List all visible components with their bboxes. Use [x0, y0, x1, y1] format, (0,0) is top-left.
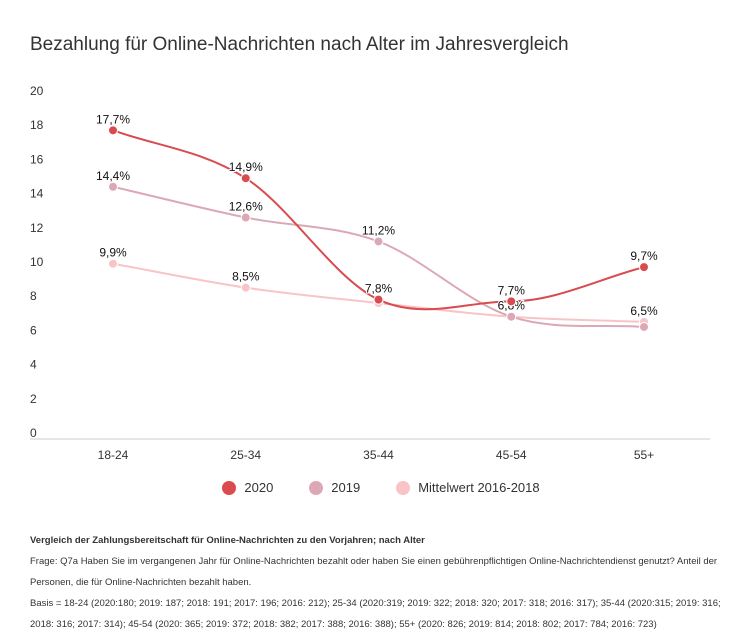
data-label: 14,4%: [96, 169, 130, 183]
data-point: [240, 212, 251, 223]
y-tick-label: 2: [30, 392, 37, 406]
notes-heading: Vergleich der Zahlungsbereitschaft für O…: [30, 535, 425, 546]
chart-notes: Vergleich der Zahlungsbereitschaft für O…: [30, 530, 730, 635]
data-label: 17,7%: [96, 112, 130, 126]
data-label: 6,5%: [630, 304, 658, 318]
legend: 2020 2019 Mittelwert 2016-2018: [0, 480, 748, 495]
data-point: [373, 294, 384, 305]
y-tick-label: 12: [30, 221, 44, 235]
data-point: [639, 262, 649, 273]
data-point: [373, 236, 384, 247]
y-tick-label: 8: [30, 289, 37, 303]
data-point: [108, 125, 118, 136]
data-label: 7,8%: [365, 282, 393, 296]
data-point: [639, 321, 649, 332]
legend-item[interactable]: 2019: [309, 480, 360, 495]
data-label: 11,2%: [362, 223, 395, 237]
legend-dot-icon: [396, 480, 411, 495]
legend-dot-icon: [222, 480, 237, 495]
x-tick-label: 25-34: [230, 448, 261, 462]
x-tick-label: 45-54: [496, 448, 527, 462]
x-tick-label: 18-24: [98, 448, 129, 462]
data-point: [506, 311, 517, 322]
line-chart: 0 2 4 6 8 10 12 14 16 18 20 18-24 25-34 35-44 45-54 55+…: [30, 84, 710, 462]
data-point: [108, 258, 118, 269]
legend-item[interactable]: Mittelwert 2016-2018: [396, 480, 540, 495]
data-point: [108, 181, 118, 192]
y-tick-label: 14: [30, 187, 44, 201]
data-point: [240, 282, 251, 293]
y-tick-label: 0: [30, 426, 37, 440]
notes-question: Frage: Q7a Haben Sie im vergangenen Jahr…: [30, 556, 718, 588]
data-point: [506, 296, 517, 307]
data-label: 9,9%: [99, 246, 127, 260]
data-label: 8,5%: [232, 270, 260, 284]
chart-title: Bezahlung für Online-Nachrichten nach Al…: [30, 34, 569, 55]
data-label: 12,6%: [229, 200, 263, 214]
data-label: 14,9%: [229, 160, 263, 174]
y-tick-label: 4: [30, 358, 37, 372]
x-tick-label: 35-44: [363, 448, 394, 462]
y-tick-label: 16: [30, 152, 44, 166]
legend-label: Mittelwert 2016-2018: [418, 480, 540, 495]
data-point: [240, 173, 251, 184]
y-tick-label: 10: [30, 255, 44, 269]
data-label: 7,7%: [498, 283, 526, 297]
legend-item[interactable]: 2020: [222, 480, 273, 495]
notes-basis: Basis = 18-24 (2020:180; 2019: 187; 2018…: [30, 598, 721, 630]
y-tick-label: 18: [30, 118, 44, 132]
legend-label: 2020: [244, 480, 274, 495]
legend-label: 2019: [331, 480, 361, 495]
y-tick-label: 20: [30, 84, 44, 98]
x-tick-label: 55+: [634, 448, 654, 462]
y-tick-label: 6: [30, 323, 37, 337]
data-label: 9,7%: [630, 249, 658, 263]
legend-dot-icon: [309, 480, 324, 495]
